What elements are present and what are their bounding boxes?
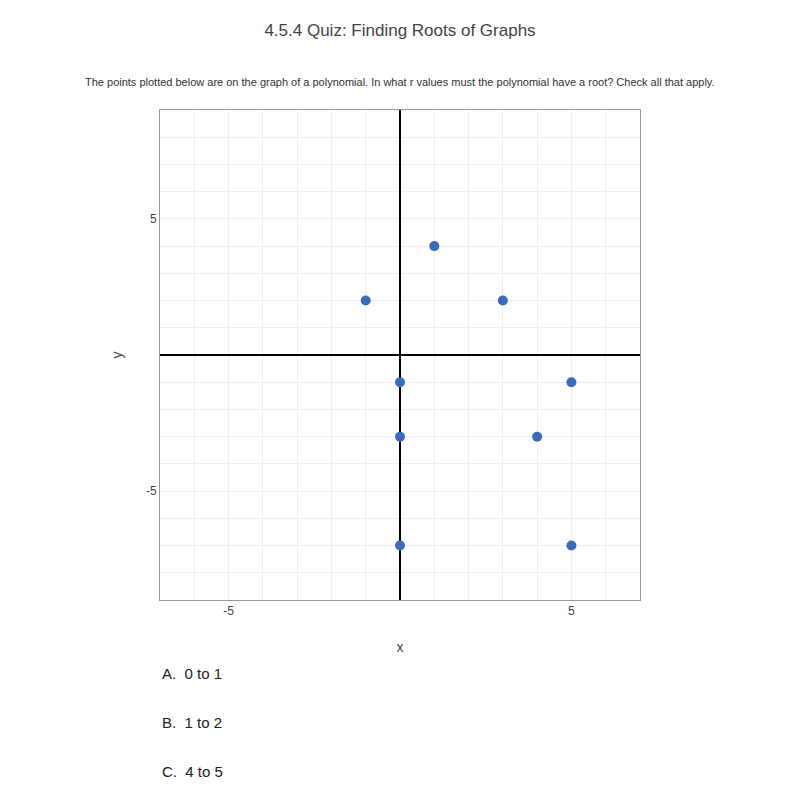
- svg-text:y: y: [109, 352, 125, 359]
- svg-text:-5: -5: [146, 484, 157, 498]
- svg-text:x: x: [397, 639, 404, 655]
- svg-text:A. 0 to 1: A. 0 to 1: [162, 665, 222, 682]
- svg-text:-5: -5: [223, 604, 234, 618]
- svg-text:B. 1 to 2: B. 1 to 2: [162, 714, 222, 731]
- svg-text:5: 5: [150, 212, 157, 226]
- svg-text:C. 4 to 5: C. 4 to 5: [162, 763, 223, 780]
- svg-text:4.5.4 Quiz: Finding Roots of G: 4.5.4 Quiz: Finding Roots of Graphs: [264, 21, 535, 40]
- svg-text:The points plotted below are o: The points plotted below are on the grap…: [85, 76, 715, 88]
- svg-text:5: 5: [568, 604, 575, 618]
